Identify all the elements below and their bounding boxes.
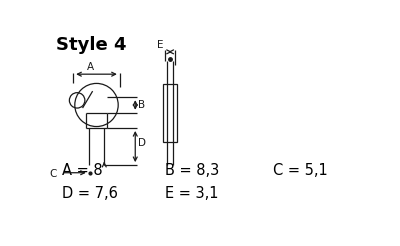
Text: E: E [158,40,164,50]
Text: D = 7,6: D = 7,6 [62,186,118,201]
Text: C: C [50,169,57,179]
Text: Style 4: Style 4 [56,36,127,54]
Text: D: D [138,138,146,149]
Text: E = 3,1: E = 3,1 [165,186,218,201]
Text: B = 8,3: B = 8,3 [165,163,219,178]
Text: A: A [87,62,94,72]
Bar [163,84,177,142]
Text: C = 5,1: C = 5,1 [273,163,328,178]
Text: A = 8: A = 8 [62,163,103,178]
Text: B: B [138,100,145,110]
